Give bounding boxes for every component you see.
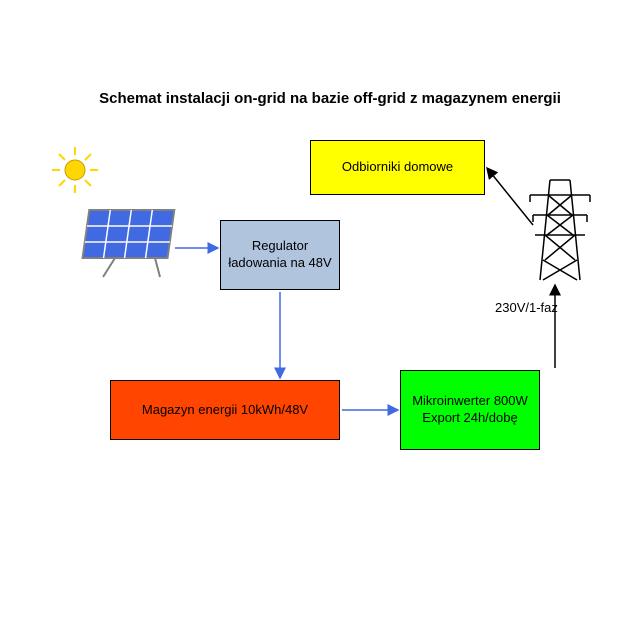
node-odbiorniki: Odbiorniki domowe (310, 140, 485, 195)
node-regulator: Regulator ładowania na 48V (220, 220, 340, 290)
solar-panel-icon (75, 205, 185, 280)
power-tower-icon (525, 170, 595, 290)
voltage-label: 230V/1-faz (495, 300, 558, 315)
node-magazyn: Magazyn energii 10kWh/48V (110, 380, 340, 440)
diagram-title: Schemat instalacji on-grid na bazie off-… (80, 90, 580, 107)
sun-icon (50, 145, 100, 195)
node-mikroinwerter: Mikroinwerter 800W Export 24h/dobę (400, 370, 540, 450)
